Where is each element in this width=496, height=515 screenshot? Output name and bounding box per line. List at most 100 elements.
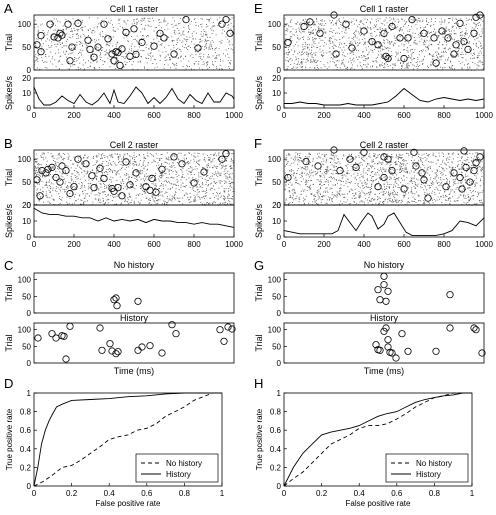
spike-dot [363, 51, 364, 52]
spike-dot [450, 18, 451, 19]
spike-dot [181, 56, 182, 57]
spike-dot [310, 53, 311, 54]
spike-dot [198, 61, 199, 62]
spike-dot [386, 54, 387, 55]
spike-dot [388, 48, 389, 49]
spike-dot [482, 70, 483, 71]
spike-dot [431, 62, 432, 63]
spike-dot [370, 189, 371, 190]
spike-dot [198, 192, 199, 193]
spike-dot [351, 181, 352, 182]
spike-dot [352, 38, 353, 39]
spike-dot [161, 185, 162, 186]
spike-dot [377, 169, 378, 170]
spike-dot [359, 163, 360, 164]
spike-dot [361, 34, 362, 35]
spike-dot [447, 60, 448, 61]
spike-dot [203, 36, 204, 37]
spike-dot [174, 47, 175, 48]
spike-dot [393, 19, 394, 20]
spike-dot [322, 199, 323, 200]
spike-dot [321, 181, 322, 182]
spike-dot [374, 174, 375, 175]
spike-dot [94, 32, 95, 33]
spike-dot [466, 183, 467, 184]
spike-dot [343, 47, 344, 48]
spike-dot [424, 203, 425, 204]
spike-dot [233, 153, 234, 154]
spike-dot [125, 200, 126, 201]
spike-dot [402, 163, 403, 164]
spike-dot [318, 23, 319, 24]
spike-dot [135, 39, 136, 40]
spike-dot [445, 67, 446, 68]
spike-dot [37, 58, 38, 59]
spike-dot [460, 18, 461, 19]
spike-dot [66, 57, 67, 58]
spike-dot [416, 179, 417, 180]
spike-dot [312, 45, 313, 46]
spike-dot [191, 21, 192, 22]
spike-dot [227, 153, 228, 154]
spike-dot [393, 187, 394, 188]
spike-dot [172, 40, 173, 41]
spike-dot [312, 40, 313, 41]
spike-dot [98, 39, 99, 40]
spike-dot [294, 189, 295, 190]
spike-dot [451, 34, 452, 35]
spike-dot [404, 180, 405, 181]
spike-dot [326, 181, 327, 182]
spike-dot [198, 164, 199, 165]
spike-dot [178, 201, 179, 202]
spike-dot [427, 169, 428, 170]
spike-dot [442, 152, 443, 153]
spike-dot [211, 162, 212, 163]
spike-dot [382, 202, 383, 203]
spike-dot [167, 169, 168, 170]
spike-dot [409, 57, 410, 58]
spike-dot [326, 159, 327, 160]
spike-dot [146, 36, 147, 37]
spike-dot [56, 19, 57, 20]
spike-dot [224, 192, 225, 193]
spike-dot [96, 62, 97, 63]
spike-dot [443, 52, 444, 53]
spike-circle [191, 180, 197, 186]
spike-dot [54, 158, 55, 159]
spike-dot [415, 49, 416, 50]
spike-dot [317, 47, 318, 48]
spike-dot [125, 169, 126, 170]
spike-dot [320, 193, 321, 194]
spike-dot [347, 67, 348, 68]
spike-dot [37, 68, 38, 69]
spike-dot [465, 154, 466, 155]
spike-dot [152, 18, 153, 19]
spike-dot [52, 157, 53, 158]
spike-dot [323, 55, 324, 56]
spike-dot [96, 171, 97, 172]
spike-dot [414, 37, 415, 38]
spike-dot [464, 163, 465, 164]
spike-dot [321, 161, 322, 162]
spike-dot [465, 54, 466, 55]
spike-dot [334, 45, 335, 46]
spike-dot [301, 59, 302, 60]
spike-dot [292, 60, 293, 61]
spike-dot [285, 178, 286, 179]
spike-dot [207, 164, 208, 165]
spike-dot [368, 163, 369, 164]
spike-dot [178, 198, 179, 199]
spike-dot [52, 167, 53, 168]
spike-dot [193, 169, 194, 170]
spike-dot [291, 185, 292, 186]
spike-dot [332, 201, 333, 202]
spike-dot [353, 54, 354, 55]
spike-dot [432, 59, 433, 60]
spike-dot [170, 59, 171, 60]
spike-dot [383, 56, 384, 57]
spike-dot [210, 28, 211, 29]
spike-dot [302, 51, 303, 52]
spike-dot [348, 170, 349, 171]
spike-dot [189, 37, 190, 38]
spike-dot [161, 163, 162, 164]
